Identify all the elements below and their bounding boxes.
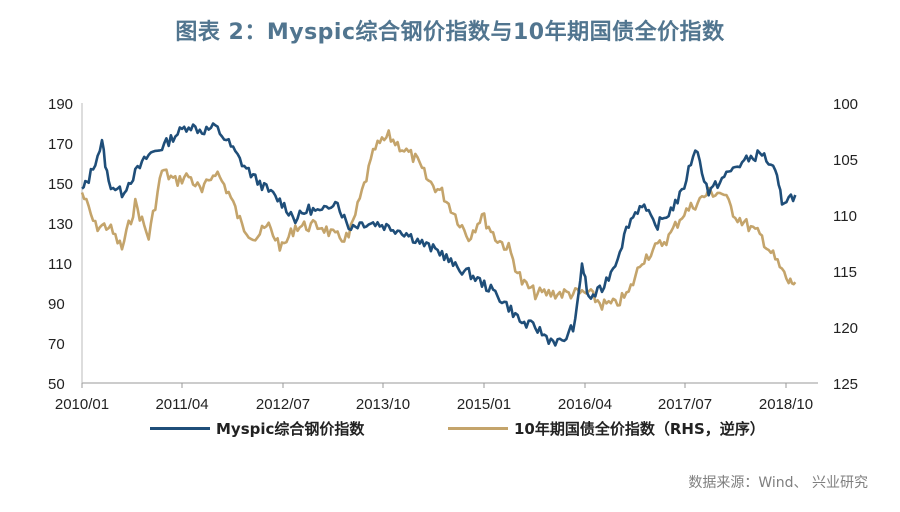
x-tick-label: 2015/01 (457, 396, 511, 413)
left-tick-label: 90 (48, 296, 65, 313)
legend-swatch-steel (150, 427, 210, 430)
legend-item-bond: 10年期国债全价指数（RHS，逆序） (448, 418, 765, 439)
x-tick-label: 2018/10 (759, 396, 813, 413)
left-tick-label: 150 (48, 176, 73, 193)
right-tick-label: 120 (833, 320, 858, 337)
x-tick-label: 2013/10 (356, 396, 410, 413)
x-tick-label: 2012/07 (256, 396, 310, 413)
right-tick-label: 105 (833, 152, 858, 169)
source-note: 数据来源：Wind、 兴业研究 (688, 475, 868, 491)
left-tick-label: 190 (48, 96, 73, 113)
right-tick-label: 125 (833, 376, 858, 393)
legend-item-steel: Myspic综合钢价指数 (150, 418, 364, 439)
left-tick-label: 50 (48, 376, 65, 393)
legend-label-steel: Myspic综合钢价指数 (216, 420, 365, 438)
right-tick-label: 100 (833, 96, 858, 113)
left-tick-label: 70 (48, 336, 65, 353)
bond-index-line (80, 129, 797, 311)
legend-label-bond: 10年期国债全价指数（RHS，逆序） (514, 420, 765, 438)
left-tick-label: 170 (48, 136, 73, 153)
right-tick-label: 110 (833, 208, 857, 225)
x-tick-label: 2011/04 (155, 396, 208, 413)
steel-index-line (81, 122, 797, 347)
x-tick-label: 2016/04 (558, 396, 612, 413)
x-tick-label: 2017/07 (658, 396, 712, 413)
right-tick-label: 115 (833, 264, 857, 281)
legend-swatch-bond (448, 427, 508, 430)
left-tick-label: 130 (48, 216, 73, 233)
left-tick-label: 110 (48, 256, 72, 273)
x-tick-label: 2010/01 (55, 396, 109, 413)
chart-title: 图表 2：Myspic综合钢价指数与10年期国债全价指数 (175, 20, 725, 45)
